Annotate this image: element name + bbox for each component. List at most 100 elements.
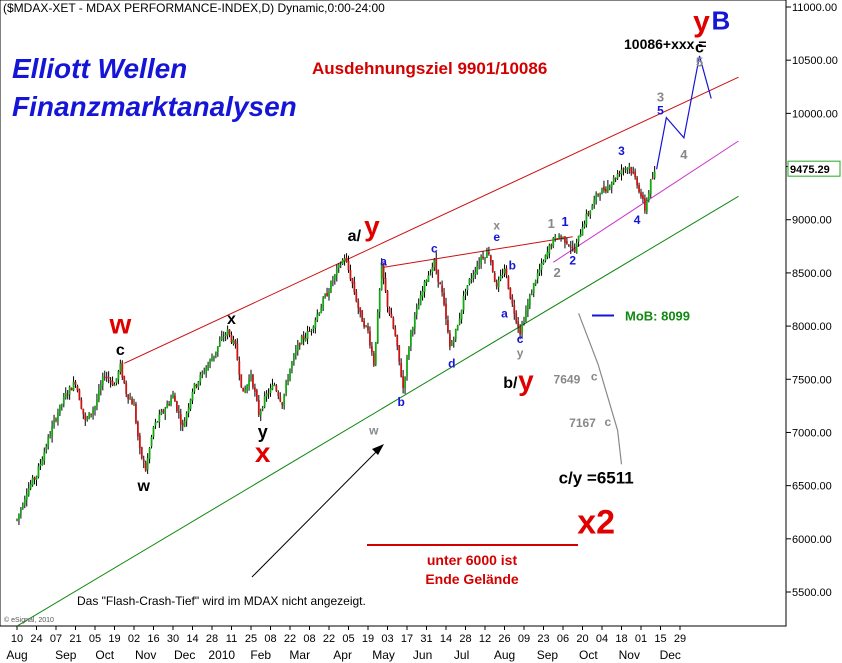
wave-label: 7649 — [554, 373, 581, 387]
candle-body — [589, 210, 592, 215]
x-tick-label: 09 — [518, 633, 530, 645]
candle-body — [287, 379, 289, 382]
channel-line-lower — [16, 195, 739, 627]
candle-body — [610, 183, 613, 188]
copyright-text: © eSignal, 2010 — [4, 616, 54, 624]
wave-label: c — [695, 40, 704, 57]
candle-body — [606, 185, 609, 192]
candle-body — [585, 213, 588, 225]
candle-body — [133, 404, 135, 406]
candle-body — [462, 295, 465, 311]
x-axis: 10 24 07 21 05 19 02 16 30 14 28 11 25 08 22 08 22 05 19 03… — [6, 626, 686, 662]
candle-body — [255, 390, 258, 401]
candle-body — [577, 235, 580, 242]
candle-body — [460, 309, 463, 320]
channel-line-b-e-line — [381, 236, 573, 269]
y-tick-label: 8500.00 — [792, 268, 832, 280]
candle-body — [53, 419, 55, 425]
wave-label: 1 — [561, 214, 568, 229]
candle-body — [59, 404, 61, 414]
candle-body — [88, 412, 91, 419]
candle-body — [248, 378, 250, 387]
candle-body — [170, 398, 172, 405]
candle-body — [105, 376, 108, 378]
candle-body — [177, 411, 180, 414]
candle-body — [232, 339, 235, 345]
candle-body — [199, 374, 202, 383]
wave-label: a — [380, 254, 387, 268]
candle-body — [271, 385, 274, 390]
x-tick-label: 03 — [381, 633, 393, 645]
candle-body — [230, 334, 233, 343]
brand-line-1: Elliott Wellen — [12, 53, 187, 84]
x-tick-label: 25 — [245, 633, 257, 645]
candle-body — [392, 318, 395, 329]
wave-label: c — [605, 415, 612, 429]
wave-label: b — [509, 259, 516, 273]
last-price-tag: 9475.29 — [787, 160, 841, 177]
candle-body — [259, 410, 262, 416]
trend-channel — [16, 76, 739, 627]
candle-body — [252, 374, 254, 388]
candle-body — [435, 258, 438, 271]
candle-body — [187, 407, 190, 413]
candle-body — [343, 258, 346, 262]
projection-paths — [578, 55, 712, 465]
candle-body — [431, 267, 434, 273]
wave-label: e — [493, 230, 500, 244]
candle-body — [257, 399, 260, 415]
candle-body — [195, 384, 198, 387]
wave-label: x — [227, 311, 236, 328]
candle-body — [417, 304, 420, 310]
wave-label: 3 — [657, 90, 664, 105]
y-tick-label: 7000.00 — [792, 427, 832, 439]
candle-body — [275, 385, 278, 391]
wave-label: y — [518, 365, 534, 396]
candle-body — [597, 193, 599, 195]
x-tick-label: 24 — [30, 633, 42, 645]
candle-body — [567, 244, 570, 246]
candle-body — [601, 188, 603, 195]
brand-line-2: Finanzmarktanalysen — [12, 91, 297, 122]
candle-body — [238, 361, 241, 375]
candle-body — [626, 168, 629, 170]
channel-line-acceleration — [552, 140, 739, 263]
candle-body — [294, 350, 297, 355]
candle-body — [482, 256, 484, 259]
x-tick-label: 16 — [147, 633, 159, 645]
candle-body — [166, 403, 169, 409]
candle-body — [94, 406, 96, 410]
candle-body — [466, 285, 469, 291]
flash-crash-text: Das "Flash-Crash-Tief" wird im MDAX nich… — [77, 594, 366, 608]
candle-body — [554, 236, 557, 240]
flash-crash-arrow — [251, 445, 383, 578]
candle-body — [396, 335, 399, 347]
candle-body — [293, 355, 295, 362]
candle-body — [636, 177, 638, 186]
candle-body — [29, 484, 32, 489]
candle-body — [472, 274, 475, 279]
x-tick-label: 04 — [596, 633, 608, 645]
candle-body — [207, 364, 209, 370]
candle-body — [250, 375, 252, 378]
candle-body — [107, 376, 110, 379]
candle-body — [269, 388, 272, 394]
candle-body — [318, 312, 321, 315]
candle-body — [562, 237, 564, 239]
x-tick-label: 19 — [362, 633, 374, 645]
projection-path — [656, 55, 712, 170]
candle-body — [573, 248, 576, 252]
candle-body — [201, 372, 204, 374]
candle-body — [150, 436, 153, 447]
wave-label: w — [108, 309, 131, 340]
candle-body — [197, 381, 200, 388]
candle-body — [96, 399, 98, 406]
month-label: Sep — [537, 648, 559, 662]
candle-body — [185, 413, 188, 421]
candle-body — [647, 193, 650, 201]
candle-body — [37, 466, 40, 477]
candle-body — [622, 168, 625, 170]
candle-body — [499, 275, 502, 280]
